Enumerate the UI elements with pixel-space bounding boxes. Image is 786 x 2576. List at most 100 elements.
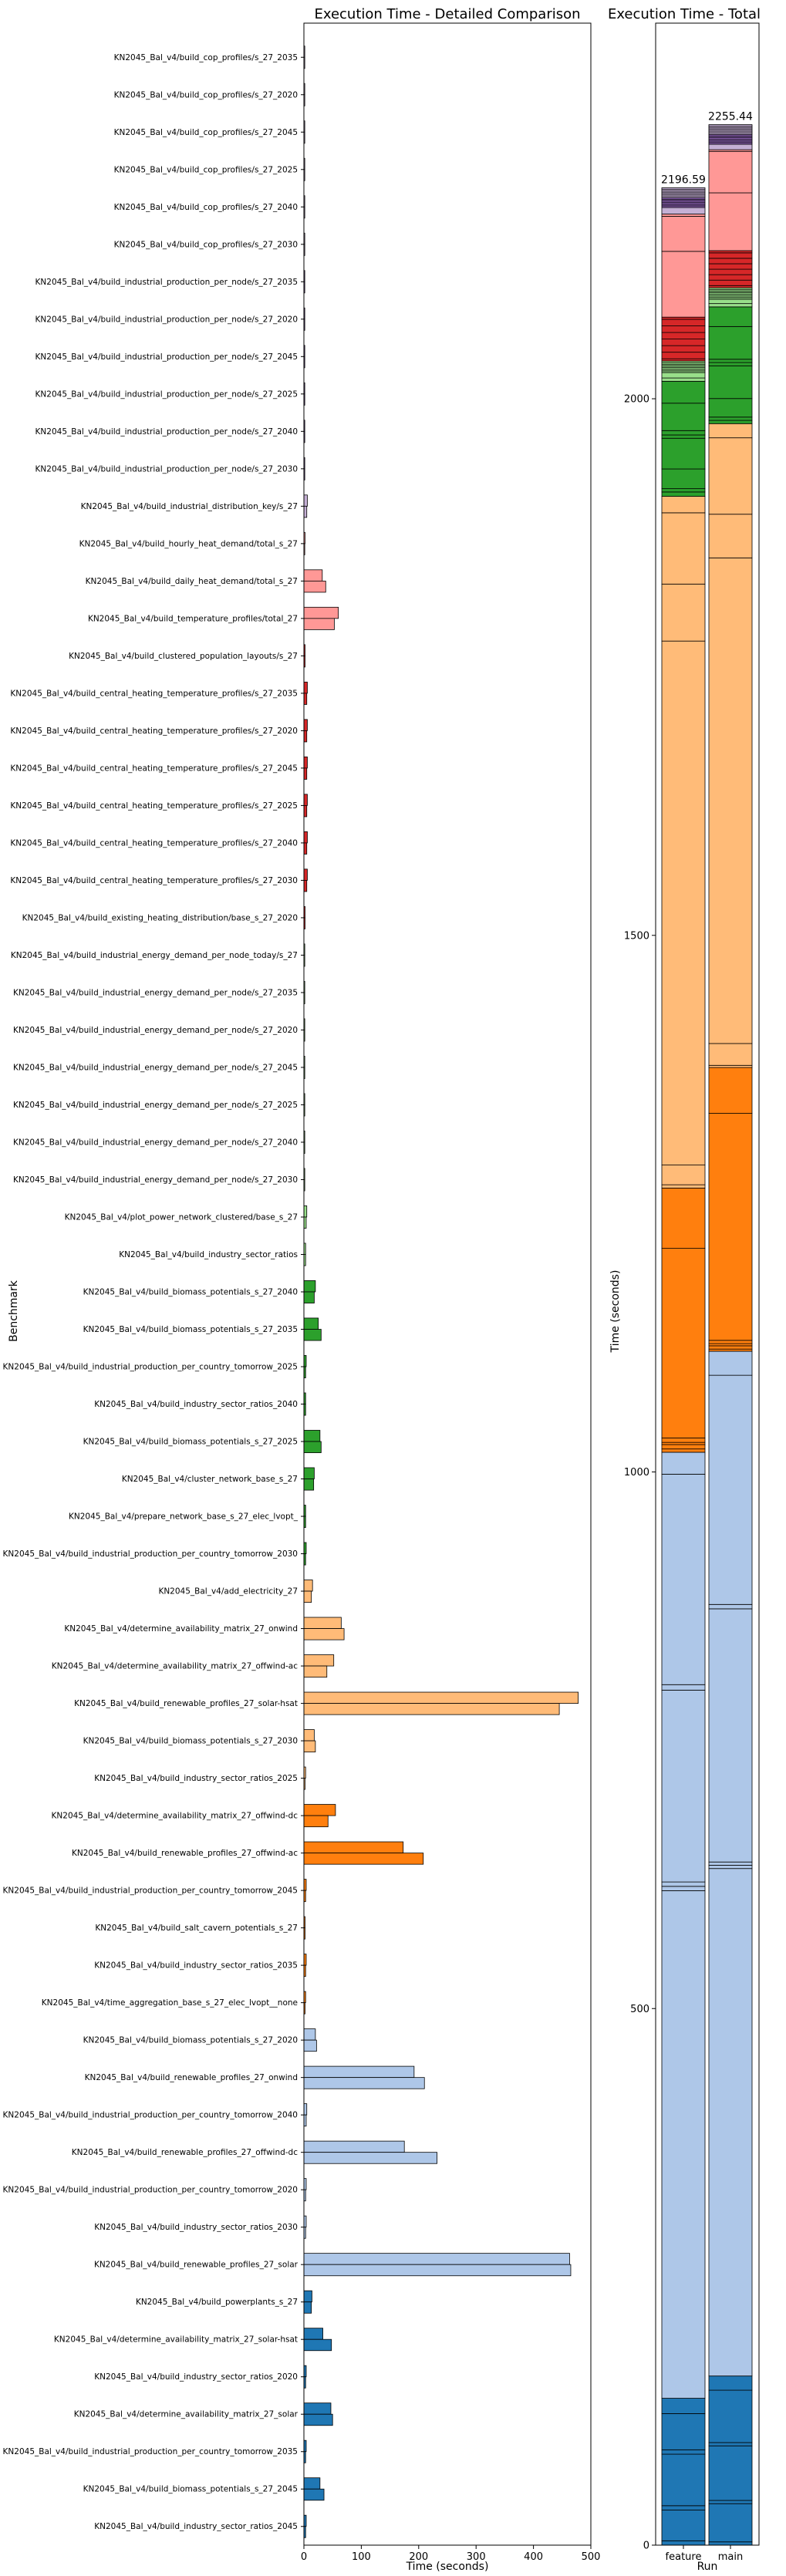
detail-bar — [303, 1703, 560, 1715]
total-bar-segment — [661, 2510, 706, 2541]
detail-category-label: KN2045_Bal_v4/build_industrial_energy_de… — [13, 1026, 298, 1035]
total-bar-segment — [708, 416, 753, 421]
detail-bar — [303, 880, 308, 892]
total-bar-segment — [661, 187, 706, 191]
total-bar-segment — [708, 2389, 753, 2443]
total-bar-segment — [708, 398, 753, 418]
detail-category-label: KN2045_Bal_v4/build_cop_profiles/s_27_20… — [114, 90, 298, 99]
detail-category-label: KN2045_Bal_v4/prepare_network_base_s_27_… — [69, 1512, 299, 1522]
detail-category-label: KN2045_Bal_v4/build_salt_cavern_potentia… — [95, 1924, 298, 1933]
detail-category-label: KN2045_Bal_v4/build_temperature_profiles… — [88, 614, 298, 623]
detail-bars — [303, 46, 579, 2538]
total-bar-segment — [708, 557, 753, 1044]
detail-bar — [303, 2065, 415, 2079]
total-chart-title: Execution Time - Total — [608, 6, 761, 22]
detail-category-label: KN2045_Bal_v4/build_industrial_energy_de… — [13, 1175, 298, 1185]
detail-category-labels: KN2045_Bal_v4/build_cop_profiles/s_27_20… — [3, 53, 299, 2531]
total-bar-segment — [661, 403, 706, 431]
total-bar-segment — [661, 372, 706, 379]
total-x-tick-label: main — [718, 2551, 743, 2563]
total-bar-segment — [708, 1865, 753, 1870]
detail-category-label: KN2045_Bal_v4/add_electricity_27 — [158, 1587, 298, 1597]
detail-category-label: KN2045_Bal_v4/build_industry_sector_rati… — [94, 1400, 298, 1409]
total-bar-segment — [661, 2505, 706, 2510]
detail-category-label: KN2045_Bal_v4/build_central_heating_temp… — [10, 838, 298, 848]
detail-category-label: KN2045_Bal_v4/build_central_heating_temp… — [10, 764, 298, 773]
total-bar-segment — [661, 207, 706, 214]
detail-category-label: KN2045_Bal_v4/build_biomass_potentials_s… — [83, 2485, 298, 2494]
total-bar-segment — [661, 1684, 706, 1691]
detail-category-label: KN2045_Bal_v4/build_hourly_heat_demand/t… — [79, 539, 298, 548]
detail-category-label: KN2045_Bal_v4/build_cop_profiles/s_27_20… — [114, 53, 298, 62]
detail-category-label: KN2045_Bal_v4/determine_availability_mat… — [54, 2335, 298, 2345]
detail-category-label: KN2045_Bal_v4/build_industrial_productio… — [3, 2186, 298, 2195]
total-bar-segment — [708, 2541, 753, 2546]
total-bar-segment — [661, 2398, 706, 2414]
detail-bar — [303, 2338, 332, 2352]
total-bar-segment — [661, 496, 706, 514]
total-bar-segment — [661, 325, 706, 333]
detail-bar — [303, 719, 308, 731]
total-bar-segment — [708, 306, 753, 327]
total-bar-segment — [708, 420, 753, 424]
total-bar-segment — [708, 1350, 753, 1376]
total-bar-segment — [708, 1043, 753, 1066]
detail-bar — [303, 756, 308, 769]
total-bar-segment — [661, 488, 706, 493]
detail-category-label: KN2045_Bal_v4/build_industrial_energy_de… — [13, 988, 298, 997]
total-bar-segment — [708, 192, 753, 251]
total-bar-segment — [708, 1340, 753, 1344]
total-bar-segment — [661, 1248, 706, 1438]
detail-bar — [303, 794, 308, 806]
detail-category-label: KN2045_Bal_v4/build_industry_sector_rati… — [94, 2372, 298, 2382]
total-bar-segment — [661, 1441, 706, 1445]
detail-bar — [303, 681, 308, 694]
total-bar-segment — [661, 352, 706, 359]
total-bar-segment — [661, 2540, 706, 2546]
total-bar-segment — [708, 2445, 753, 2501]
total-bar-segment — [708, 362, 753, 366]
detail-bar — [303, 1853, 424, 1865]
total-bar-segment — [708, 1861, 753, 1866]
total-bar-segment — [661, 1438, 706, 1443]
total-bar-segment — [708, 1348, 753, 1352]
total-bar-segment — [661, 1444, 706, 1450]
detail-category-label: KN2045_Bal_v4/build_central_heating_temp… — [10, 727, 298, 736]
total-bar-segment — [661, 316, 706, 320]
total-bar-segment — [708, 1345, 753, 1350]
detail-category-label: KN2045_Bal_v4/determine_availability_mat… — [64, 1624, 298, 1634]
detail-bar — [303, 1291, 315, 1303]
detail-bar — [303, 2028, 316, 2041]
detail-bar — [303, 2290, 312, 2303]
total-bar-segment — [708, 2503, 753, 2543]
detail-bar — [303, 1729, 315, 1741]
detail-category-label: KN2045_Bal_v4/build_renewable_profiles_2… — [72, 2148, 298, 2157]
detail-bar — [303, 693, 308, 705]
detail-category-label: KN2045_Bal_v4/build_industrial_energy_de… — [13, 1101, 298, 1110]
detail-bar — [303, 805, 308, 818]
detail-category-label: KN2045_Bal_v4/determine_availability_mat… — [52, 1812, 299, 1821]
detail-category-label: KN2045_Bal_v4/build_industrial_productio… — [35, 464, 298, 474]
detail-category-label: KN2045_Bal_v4/determine_availability_mat… — [52, 1662, 298, 1671]
detail-category-label: KN2045_Bal_v4/build_existing_heating_dis… — [22, 913, 298, 922]
total-bar-segment — [661, 430, 706, 436]
total-bar-segment — [708, 1064, 753, 1068]
total-bar-segment — [661, 216, 706, 252]
total-bar-segment — [661, 468, 706, 490]
detail-x-tick-label: 200 — [409, 2551, 428, 2563]
detail-bar — [303, 1590, 312, 1603]
detail-bar — [303, 1441, 322, 1453]
total-bar-segment — [661, 583, 706, 642]
total-bar-segment — [661, 1473, 706, 1685]
detail-category-label: KN2045_Bal_v4/build_industrial_productio… — [3, 1886, 298, 1896]
detail-category-label: KN2045_Bal_v4/build_industrial_productio… — [35, 389, 298, 399]
detail-category-label: KN2045_Bal_v4/build_industry_sector_rati… — [94, 2223, 298, 2232]
total-bar-segment — [708, 124, 753, 127]
detail-category-label: KN2045_Bal_v4/build_cop_profiles/s_27_20… — [114, 128, 298, 137]
detail-category-label: KN2045_Bal_v4/build_cop_profiles/s_27_20… — [114, 203, 298, 212]
detail-category-label: KN2045_Bal_v4/build_industry_sector_rati… — [94, 1961, 298, 1971]
total-bar-segment — [708, 274, 753, 281]
detail-bar — [303, 2103, 308, 2116]
detail-bar — [303, 1804, 336, 1816]
